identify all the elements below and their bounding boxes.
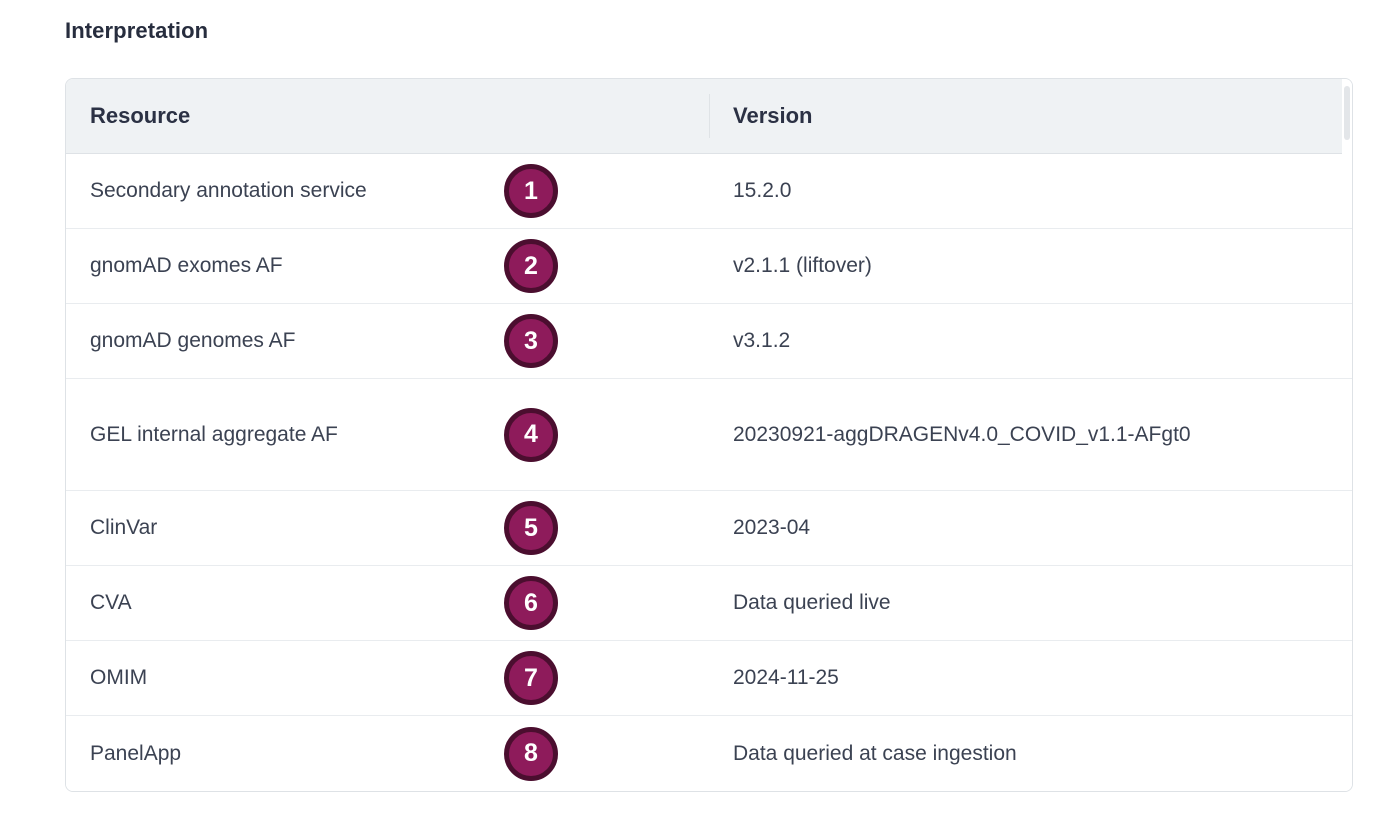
resource-name: CVA [90,591,132,614]
table-row: gnomAD exomes AF 2 v2.1.1 (liftover) [66,229,1352,304]
resource-name: Secondary annotation service [90,179,367,202]
table-row: PanelApp 8 Data queried at case ingestio… [66,716,1352,791]
table-header-row: Resource Version [66,79,1352,154]
step-number: 2 [524,251,538,280]
step-badge-5[interactable]: 5 [504,501,558,555]
table-row: CVA 6 Data queried live [66,566,1352,641]
step-number: 3 [524,326,538,355]
version-value: Data queried live [733,591,891,614]
resource-name: ClinVar [90,516,158,539]
column-header-resource: Resource [90,103,191,128]
step-number: 4 [524,420,538,448]
table-row: GEL internal aggregate AF 4 20230921-agg… [66,379,1352,491]
step-badge-7[interactable]: 7 [504,651,558,705]
step-badge-8[interactable]: 8 [504,726,558,781]
step-badge-2[interactable]: 2 [504,239,558,293]
resource-name: GEL internal aggregate AF [90,422,338,446]
step-number: 8 [524,739,538,767]
step-number: 6 [524,588,538,617]
table-row: ClinVar 5 2023-04 [66,491,1352,566]
version-value: 15.2.0 [733,179,792,202]
table-row: Secondary annotation service 1 15.2.0 [66,154,1352,229]
table-row: OMIM 7 2024-11-25 [66,641,1352,716]
resource-name: gnomAD exomes AF [90,254,283,277]
resource-name: OMIM [90,666,148,689]
resource-name: PanelApp [90,741,182,765]
table-scrollbar-thumb[interactable] [1344,86,1350,140]
column-header-version: Version [733,103,813,128]
page: Interpretation Resource Version Secondar… [65,18,1353,792]
column-divider [709,94,710,138]
step-badge-1[interactable]: 1 [504,164,558,218]
step-badge-4[interactable]: 4 [504,407,558,462]
step-number: 5 [524,513,538,542]
step-number: 1 [524,176,538,205]
table-row: gnomAD genomes AF 3 v3.1.2 [66,304,1352,379]
step-number: 7 [524,663,538,692]
resources-table: Resource Version Secondary annotation se… [65,78,1353,792]
version-value: v2.1.1 (liftover) [733,254,872,277]
version-value: 20230921-aggDRAGENv4.0_COVID_v1.1-AFgt0 [733,422,1191,446]
version-value: v3.1.2 [733,329,791,352]
version-value: 2024-11-25 [733,666,839,689]
step-badge-6[interactable]: 6 [504,576,558,630]
resource-name: gnomAD genomes AF [90,329,296,352]
table-scrollbar-track [1342,79,1352,154]
step-badge-3[interactable]: 3 [504,314,558,368]
version-value: 2023-04 [733,516,811,539]
version-value: Data queried at case ingestion [733,741,1017,765]
page-title: Interpretation [65,18,209,43]
